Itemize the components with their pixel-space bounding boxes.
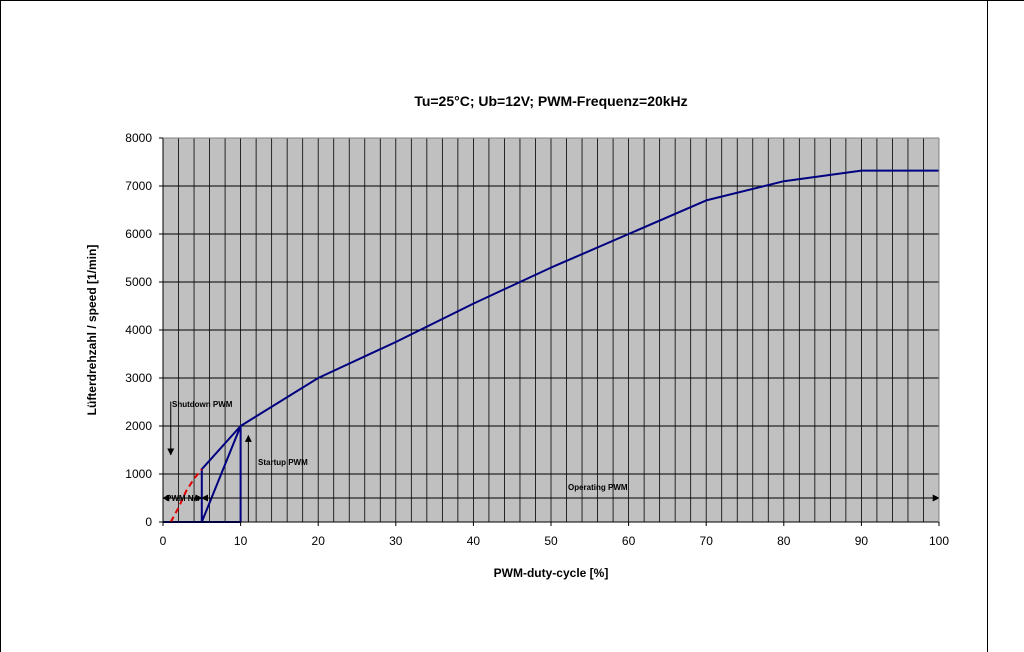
annotation-shutdown-pwm: Shutdown PWM	[172, 400, 233, 409]
y-tick-label: 6000	[125, 227, 152, 241]
x-tick-label: 0	[160, 534, 167, 548]
x-axis-label: PWM-duty-cycle [%]	[494, 566, 609, 580]
x-tick-label: 60	[622, 534, 636, 548]
series-layer	[163, 169, 939, 523]
series-line-0	[163, 169, 939, 523]
annotation-operating-pwm: Operating PWM	[568, 483, 628, 492]
x-tick-label: 20	[312, 534, 326, 548]
y-tick-label: 5000	[125, 275, 152, 289]
y-axis-label: Lüfterdrehzahl / speed [1/min]	[85, 245, 99, 416]
y-tick-label: 0	[145, 515, 152, 529]
series-line-1	[169, 468, 203, 523]
annotation-pwm-na: PWM NA	[166, 494, 200, 503]
y-tick-label: 3000	[125, 371, 152, 385]
x-tick-label: 80	[777, 534, 791, 548]
y-tick-label: 2000	[125, 419, 152, 433]
x-tick-label: 90	[855, 534, 869, 548]
chart-title: Tu=25°C; Ub=12V; PWM-Frequenz=20kHz	[414, 93, 687, 109]
y-tick-labels: 0 1000 2000 3000 4000 5000 6000 7000 8000	[125, 131, 152, 529]
x-tick-label: 100	[929, 534, 949, 548]
x-tick-label: 30	[389, 534, 403, 548]
x-tick-label: 10	[234, 534, 248, 548]
axes	[159, 137, 940, 526]
annotation-layer	[162, 401, 940, 522]
y-tick-label: 7000	[125, 179, 152, 193]
y-tick-label: 8000	[125, 131, 152, 145]
y-tick-label: 4000	[125, 323, 152, 337]
page-divider	[987, 0, 988, 652]
x-tick-label: 70	[700, 534, 714, 548]
x-tick-label: 50	[544, 534, 558, 548]
annotation-startup-pwm: Startup PWM	[258, 458, 308, 467]
y-tick-label: 1000	[125, 467, 152, 481]
x-tick-label: 40	[467, 534, 481, 548]
x-tick-labels: 0 10 20 30 40 50 60 70 80 90 100	[160, 534, 950, 548]
